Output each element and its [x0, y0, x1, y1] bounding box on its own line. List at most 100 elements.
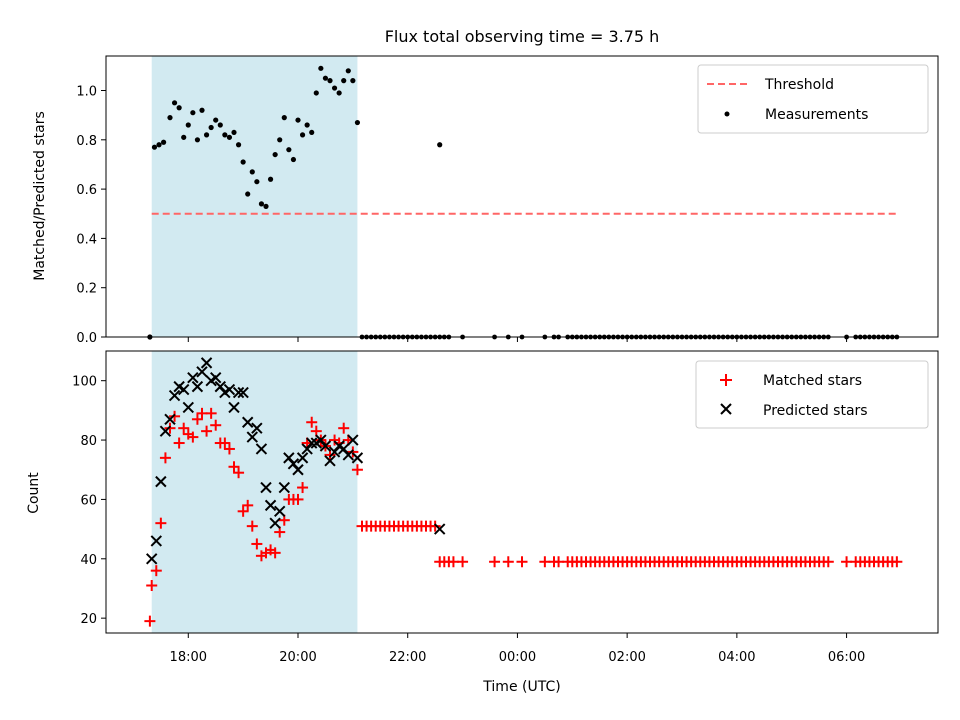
matched-star-marker [187, 431, 199, 443]
measurement-point [322, 75, 329, 81]
measurement-point [277, 137, 283, 143]
predicted-star-marker [278, 481, 290, 494]
predicted-star-marker [146, 553, 158, 565]
y-tick-label: 40 [80, 553, 97, 568]
predicted-star-marker [200, 357, 213, 369]
matched-star-marker [292, 493, 304, 505]
measurement-point [156, 142, 162, 148]
predicted-star-marker [351, 452, 364, 464]
measurement-point [336, 90, 342, 96]
x-tick-label: 22:00 [389, 650, 426, 665]
measurement-point [286, 147, 292, 153]
measurement-point [231, 129, 237, 136]
matched-star-marker [242, 499, 254, 511]
y-tick-label: 100 [72, 375, 97, 390]
measurement-point [167, 115, 173, 121]
x-tick-label: 04:00 [718, 650, 755, 665]
predicted-star-marker [274, 505, 286, 518]
measurement-point [290, 156, 297, 163]
matched-star-marker [347, 446, 359, 458]
x-tick-label: 20:00 [279, 650, 316, 665]
measurement-point [341, 78, 347, 84]
bottom-legend-box [695, 360, 929, 429]
y-tick-label: 60 [80, 493, 97, 508]
matched-star-marker [201, 425, 213, 437]
predicted-star-marker [237, 386, 249, 399]
matched-star-marker [210, 419, 222, 431]
measurement-point [194, 137, 201, 143]
y-tick-label: 0.4 [76, 232, 97, 247]
predicted-star-marker [319, 440, 332, 452]
matched-star-marker [178, 422, 190, 434]
predicted-star-marker [191, 380, 204, 393]
predicted-legend-label: Predicted stars [763, 403, 868, 419]
measurement-point [327, 78, 333, 84]
bottom-axes-frame [105, 350, 939, 634]
y-tick-label: 20 [80, 612, 97, 627]
count-points [144, 357, 903, 627]
measurements-legend-swatch [724, 111, 730, 117]
matched-star-marker [338, 422, 350, 434]
matched-star-marker [144, 615, 156, 627]
matched-star-marker [205, 407, 217, 419]
measurement-point [331, 85, 338, 91]
matched-star-marker [457, 556, 469, 568]
measurement-point [217, 122, 223, 128]
predicted-star-marker [196, 366, 208, 378]
measurement-point [309, 129, 315, 136]
measurement-point [267, 176, 274, 182]
measurement-point [350, 78, 356, 84]
predicted-star-marker [178, 383, 190, 396]
matched-star-marker [159, 452, 171, 464]
matched-star-marker [223, 443, 235, 455]
measurement-point [190, 110, 196, 116]
top-chart-title: Flux total observing time = 3.75 h [385, 27, 660, 46]
y-tick-label: 1.0 [76, 85, 97, 100]
matched-star-marker [822, 556, 834, 568]
matched-star-marker [237, 505, 249, 517]
predicted-star-marker [164, 413, 176, 425]
predicted-star-marker [296, 452, 309, 464]
predicted-star-marker [347, 434, 359, 446]
matched-star-marker [233, 467, 245, 479]
predicted-star-marker [155, 475, 167, 488]
matched-star-marker [173, 437, 185, 449]
predicted-star-marker [246, 431, 258, 443]
x-tick-label: 18:00 [170, 650, 207, 665]
threshold-legend-label: Threshold [764, 77, 834, 93]
predicted-star-marker [255, 443, 268, 455]
measurement-point [299, 132, 306, 138]
predicted-star-marker [251, 422, 263, 434]
measurement-point [171, 100, 178, 106]
predicted-star-marker [306, 437, 318, 449]
measurement-point [281, 115, 287, 121]
bottom-panel: 20 40 60 80 100 18:00 20:00 22:00 00:00 02:00 04:… [26, 350, 939, 695]
matched-legend-swatch [720, 374, 732, 386]
measurement-point [263, 203, 269, 209]
matched-star-marker [306, 416, 318, 428]
matched-star-marker [891, 556, 903, 568]
measurement-point [226, 134, 233, 140]
predicted-star-marker [150, 535, 162, 547]
measurement-point [181, 134, 187, 140]
measurement-point [208, 124, 214, 131]
measurement-point [249, 169, 255, 175]
predicted-star-marker [228, 401, 240, 414]
measurement-point [354, 119, 361, 126]
matched-star-marker [429, 520, 441, 532]
predicted-star-marker [232, 386, 245, 399]
measurement-point [151, 144, 158, 150]
matched-star-marker [351, 464, 363, 476]
bottom-legend: Matched stars Predicted stars [695, 360, 929, 429]
predicted-star-marker [324, 455, 336, 467]
measurement-point [295, 117, 301, 123]
matched-star-marker [516, 556, 528, 568]
measurement-point [304, 122, 310, 128]
y-tick-label: 0.8 [76, 134, 97, 149]
top-observing-window-shade [151, 56, 358, 337]
y-tick-label: 0.2 [76, 282, 97, 297]
top-legend-box [697, 64, 929, 134]
predicted-star-marker [168, 389, 181, 402]
measurement-point [222, 132, 228, 138]
